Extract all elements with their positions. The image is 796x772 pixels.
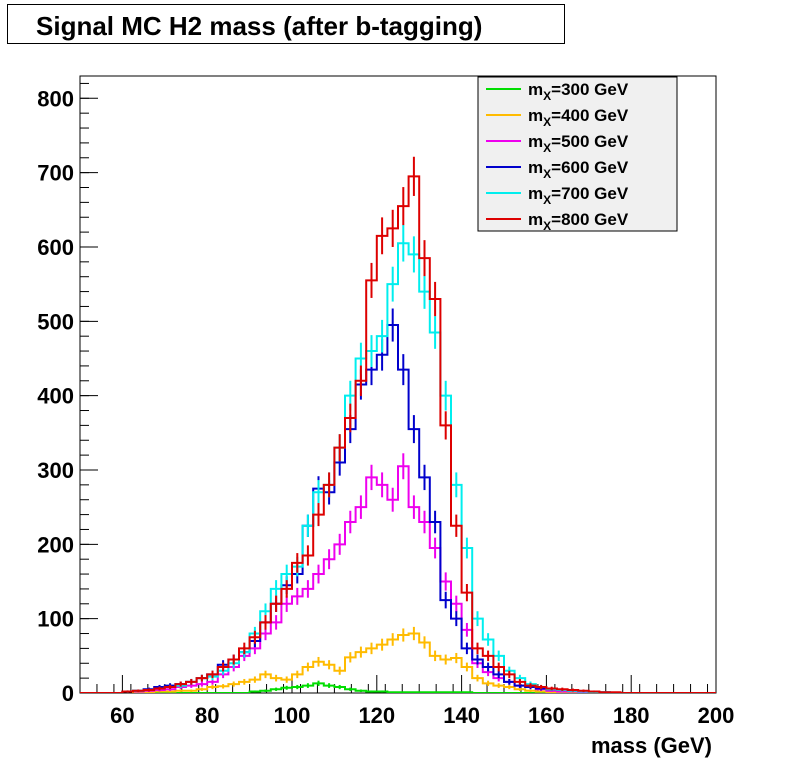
legend-label: mX=500 GeV	[528, 132, 629, 155]
series-group	[80, 156, 716, 693]
x-tick-label: 140	[443, 703, 480, 728]
legend-label: mX=400 GeV	[528, 106, 629, 129]
y-tick-label: 600	[37, 235, 74, 260]
y-tick-label: 0	[62, 681, 74, 706]
x-tick-label: 120	[358, 703, 395, 728]
y-tick-label: 500	[37, 309, 74, 334]
legend-label: mX=700 GeV	[528, 184, 629, 207]
legend-label: mX=600 GeV	[528, 158, 629, 181]
y-tick-label: 700	[37, 161, 74, 186]
x-tick-label: 100	[274, 703, 311, 728]
x-tick-label: 160	[528, 703, 565, 728]
histogram-line-2	[80, 465, 716, 693]
x-tick-label: 180	[613, 703, 650, 728]
x-tick-label: 200	[698, 703, 735, 728]
x-tick-label: 80	[195, 703, 219, 728]
y-tick-label: 300	[37, 458, 74, 483]
x-tick-label: 60	[110, 703, 134, 728]
y-tick-label: 800	[37, 86, 74, 111]
legend-box	[477, 76, 678, 232]
histogram-line-0	[80, 682, 716, 693]
legend-label: mX=800 GeV	[528, 210, 629, 233]
y-tick-label: 400	[37, 384, 74, 409]
x-axis-label: mass (GeV)	[591, 733, 712, 758]
chart-title: Signal MC H2 mass (after b-tagging)	[36, 11, 483, 41]
y-tick-label: 100	[37, 607, 74, 632]
chart-title-box: Signal MC H2 mass (after b-tagging)	[7, 4, 565, 44]
y-tick-label: 200	[37, 532, 74, 557]
legend-label: mX=300 GeV	[528, 80, 629, 103]
